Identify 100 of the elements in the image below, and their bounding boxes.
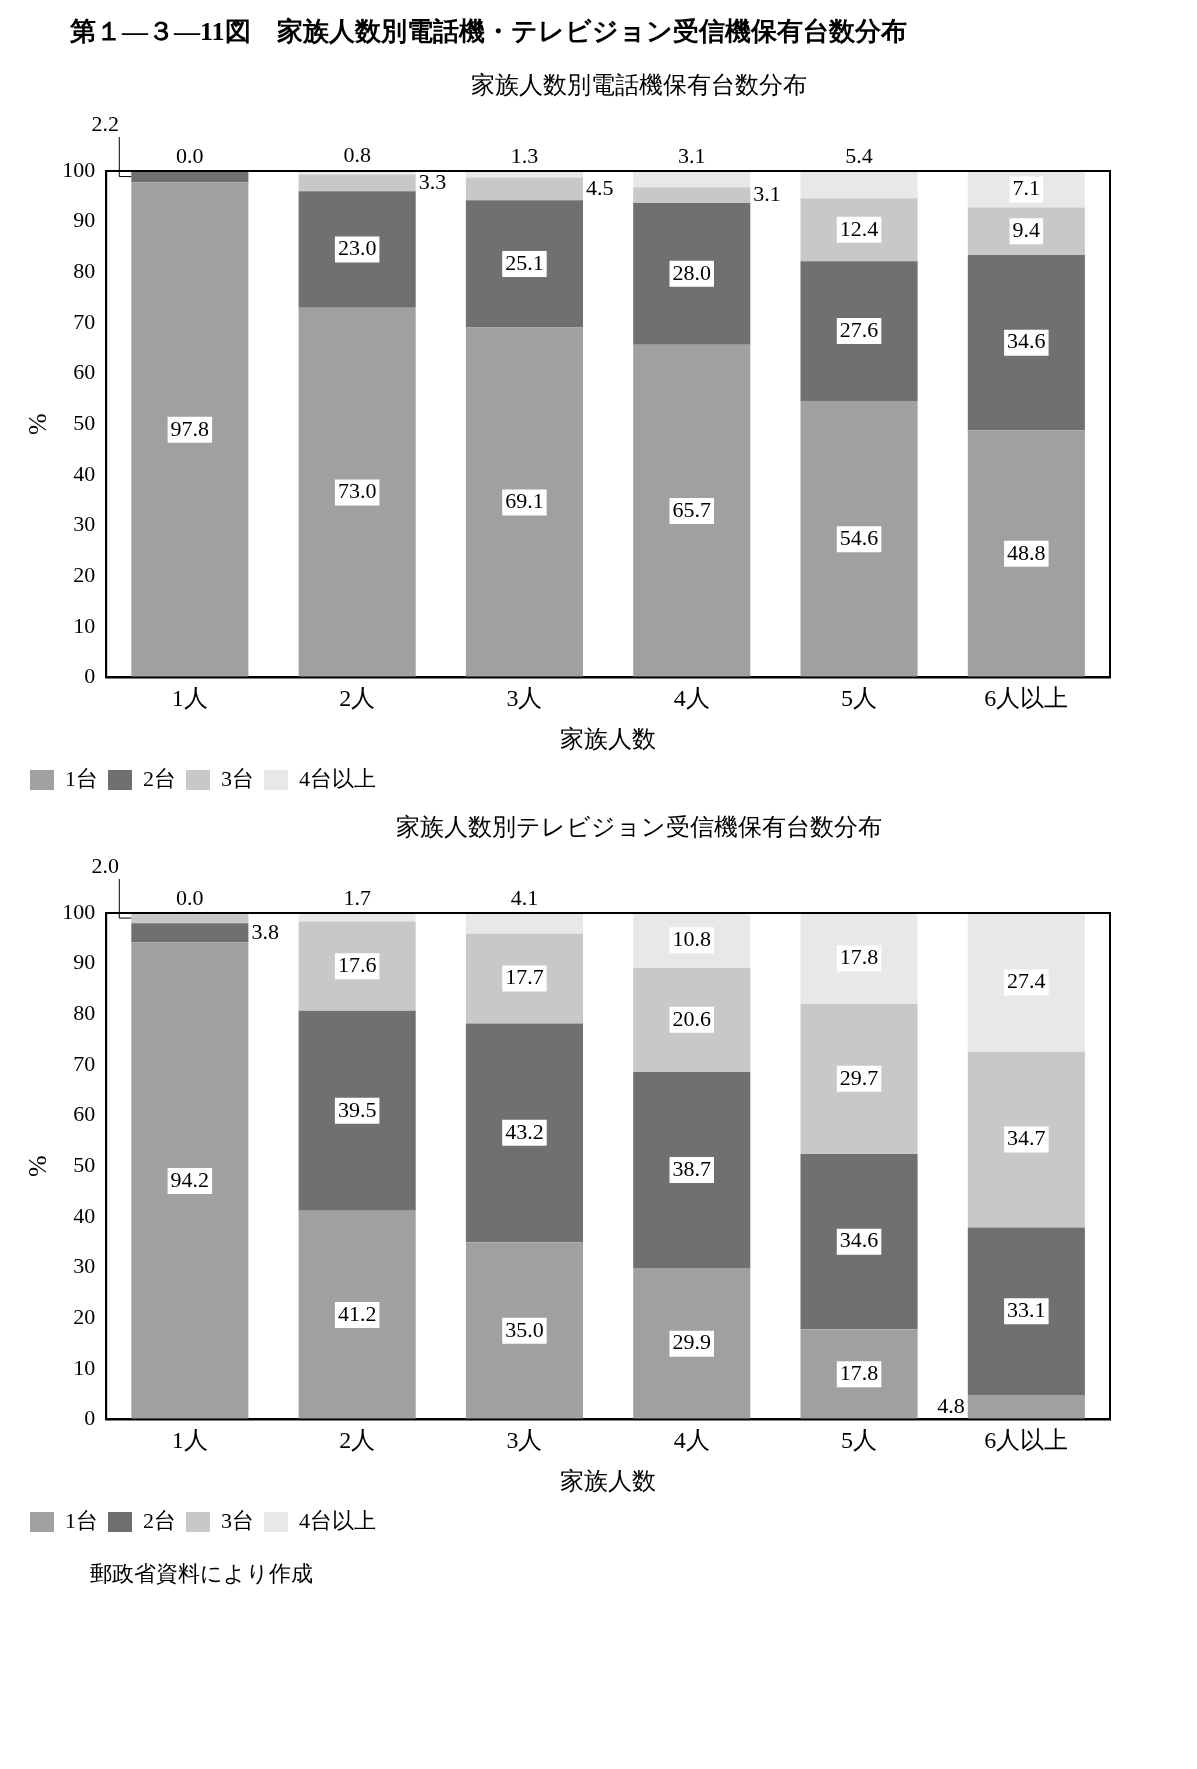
y-tick-label: 90: [73, 207, 96, 233]
data-label: 29.9: [672, 1329, 711, 1355]
bar: [298, 307, 416, 678]
data-label: 38.7: [672, 1155, 711, 1181]
data-label: 34.6: [839, 1227, 879, 1253]
x-tick-label: 3人: [506, 685, 543, 712]
data-label: 25.1: [505, 249, 544, 275]
bar: [465, 327, 584, 678]
legend-label: 3台: [221, 1507, 254, 1533]
data-label: 17.8: [839, 1360, 879, 1386]
y-tick-label: 40: [73, 460, 96, 486]
legend-label: 4台以上: [299, 1507, 376, 1533]
y-tick-label: 90: [73, 949, 96, 975]
y-axis-title: %: [23, 1155, 53, 1178]
data-label: 17.7: [505, 964, 544, 990]
data-label: 97.8: [170, 415, 210, 441]
y-tick-label: 50: [73, 409, 96, 435]
y-tick-label: 10: [73, 1354, 96, 1380]
bar: [465, 177, 584, 201]
bar: [800, 1329, 918, 1420]
x-tick-label: 1人: [171, 685, 208, 712]
y-tick-label: 50: [73, 1151, 96, 1177]
y-tick-label: 20: [73, 561, 96, 587]
y-tick-label: 100: [62, 156, 96, 182]
bar: [967, 1395, 1085, 1420]
y-tick-label: 30: [73, 1253, 96, 1279]
data-label: 9.4: [1012, 217, 1041, 243]
bar: [967, 1051, 1085, 1228]
legend-label: 1台: [65, 1507, 98, 1533]
chart-title: 第１―３―11図 家族人数別電話機・テレビジョン受信機保有台数分布: [69, 16, 908, 48]
legend-label: 3台: [221, 765, 254, 791]
data-label: 5.4: [845, 142, 873, 168]
bar: [633, 171, 751, 188]
bar: [131, 182, 249, 678]
data-label: 69.1: [505, 488, 544, 514]
bar: [633, 1072, 751, 1268]
data-label: 0.0: [176, 884, 204, 910]
data-label: 4.8: [937, 1393, 965, 1419]
bar: [633, 344, 751, 678]
y-tick-label: 40: [73, 1202, 96, 1228]
data-label: 65.7: [672, 496, 711, 522]
y-tick-label: 70: [73, 1050, 96, 1076]
bar: [465, 913, 584, 934]
bar: [633, 202, 751, 345]
x-tick-label: 2人: [339, 1427, 376, 1454]
data-label: 33.1: [1007, 1297, 1046, 1323]
x-tick-label: 1人: [171, 1427, 208, 1454]
y-tick-label: 60: [73, 359, 96, 385]
data-label: 34.6: [1007, 328, 1046, 354]
x-tick-label: 5人: [841, 1427, 878, 1454]
bar: [298, 174, 416, 192]
data-label: 0.0: [176, 142, 204, 168]
data-label: 27.4: [1007, 968, 1046, 994]
data-label: 43.2: [505, 1118, 544, 1144]
bar: [131, 171, 249, 183]
y-tick-label: 0: [84, 663, 96, 689]
data-label: 35.0: [505, 1316, 544, 1342]
bar: [800, 1003, 918, 1155]
data-label: 3.8: [251, 918, 279, 944]
data-label: 3.1: [753, 180, 781, 206]
legend-label: 2台: [143, 1507, 176, 1533]
data-label: 4.1: [510, 884, 539, 910]
bar: [298, 191, 416, 308]
bar: [465, 1242, 584, 1420]
legend-label: 2台: [143, 765, 176, 791]
x-tick-label: 6人以上: [984, 1427, 1069, 1454]
y-axis-title: %: [23, 413, 53, 436]
y-tick-label: 80: [73, 258, 96, 284]
data-label: 28.0: [672, 259, 711, 285]
bar: [298, 1010, 416, 1211]
data-label: 27.6: [839, 316, 879, 342]
bar: [465, 1023, 584, 1243]
data-label: 73.0: [337, 478, 377, 504]
x-tick-label: 4人: [673, 685, 710, 712]
data-label: 54.6: [839, 524, 879, 550]
chart-subtitle: 家族人数別電話機保有台数分布: [469, 71, 808, 100]
x-tick-label: 4人: [673, 1427, 710, 1454]
data-label: 0.8: [343, 142, 371, 168]
y-tick-label: 10: [73, 612, 96, 638]
y-tick-label: 60: [73, 1101, 96, 1127]
bar: [633, 967, 751, 1073]
x-tick-label: 5人: [841, 685, 878, 712]
x-axis-title: 家族人数: [560, 725, 657, 752]
data-label: 1.7: [343, 884, 371, 910]
data-label: 2.2: [91, 110, 120, 136]
bar: [298, 1210, 416, 1420]
legend-label: 4台以上: [299, 765, 376, 791]
x-axis-title: 家族人数: [560, 1467, 657, 1494]
bar: [967, 913, 1085, 1052]
text: 郵政省資料により作成: [89, 1560, 314, 1588]
data-label: 48.8: [1007, 539, 1046, 565]
x-tick-label: 6人以上: [984, 685, 1069, 712]
y-tick-label: 0: [84, 1405, 96, 1431]
data-label: 39.5: [337, 1096, 377, 1122]
y-tick-label: 30: [73, 511, 96, 537]
data-label: 41.2: [337, 1300, 377, 1326]
bar: [800, 171, 918, 199]
data-label: 34.7: [1007, 1125, 1046, 1151]
x-tick-label: 2人: [339, 685, 376, 712]
data-label: 1.3: [510, 142, 539, 168]
